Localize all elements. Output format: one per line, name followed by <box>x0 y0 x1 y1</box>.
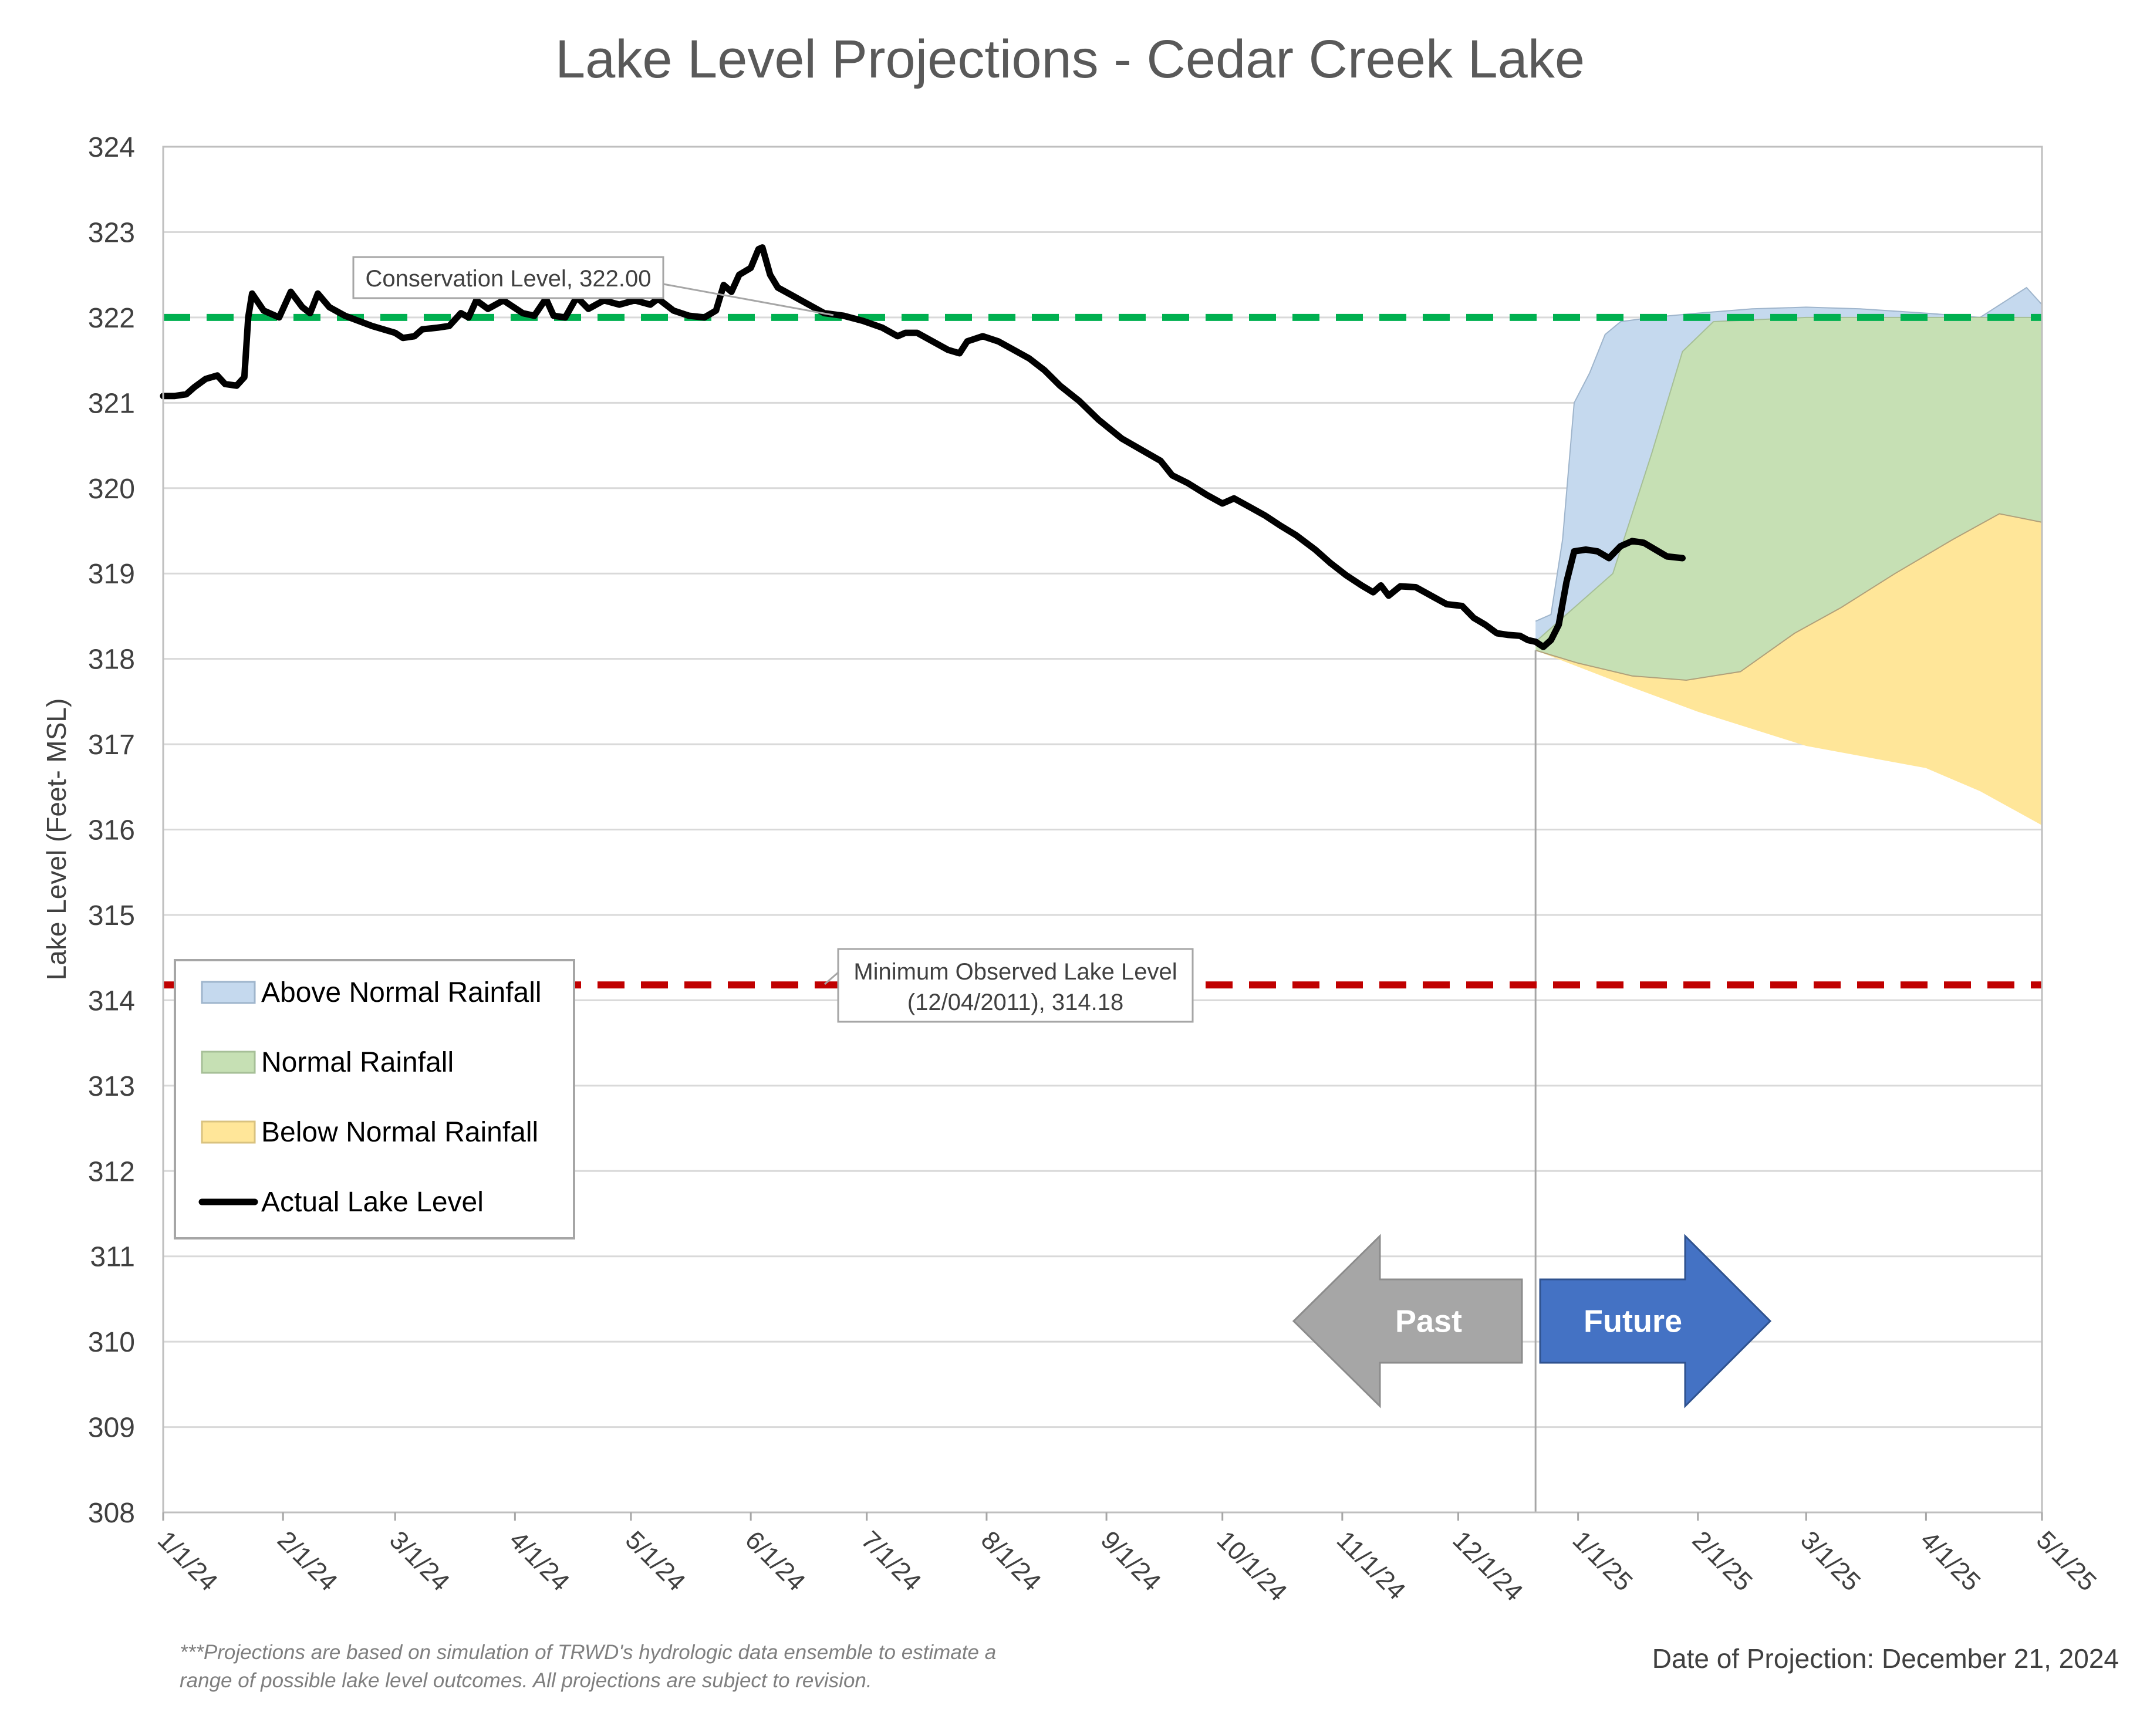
future-arrow: Future <box>1539 1234 1772 1409</box>
minimum-callout-text-line1: Minimum Observed Lake Level <box>853 959 1177 985</box>
legend-swatch-above-normal <box>201 981 256 1004</box>
y-tick-label: 318 <box>88 644 135 676</box>
y-axis-ticks: 308 309 310 311 312 313 314 315 316 317 318 319 320 3… <box>88 132 135 1529</box>
minimum-level-callout: Minimum Observed Lake Level (12/04/2011)… <box>824 948 1194 1023</box>
legend-swatch-below-normal <box>201 1120 256 1144</box>
past-arrow-shape <box>1292 1234 1523 1409</box>
y-tick-label: 312 <box>88 1156 135 1187</box>
y-tick-label: 311 <box>90 1242 135 1273</box>
y-tick-label: 315 <box>88 900 135 931</box>
footnote-line1: ***Projections are based on simulation o… <box>180 1641 996 1664</box>
conservation-callout-leader <box>663 283 834 316</box>
y-tick-label: 313 <box>88 1071 135 1102</box>
legend: Above Normal Rainfall Normal Rainfall Be… <box>174 959 575 1239</box>
area-below-normal-rainfall <box>1535 514 2042 826</box>
area-normal-rainfall <box>1535 317 2042 680</box>
y-tick-label: 324 <box>88 132 135 163</box>
y-tick-label: 314 <box>88 985 135 1016</box>
plot-area-border <box>162 146 2043 1514</box>
y-tick-label: 310 <box>88 1327 135 1358</box>
conservation-callout-text: Conservation Level, 322.00 <box>366 266 652 292</box>
actual-lake-level-line <box>160 244 1686 650</box>
legend-label-actual: Actual Lake Level <box>261 1187 484 1218</box>
future-arrow-shape <box>1539 1234 1772 1409</box>
projection-date: Date of Projection: December 21, 2024 <box>1652 1643 2119 1674</box>
conservation-callout-box <box>352 256 664 299</box>
minimum-callout-box <box>837 948 1194 1023</box>
chart-title: Lake Level Projections - Cedar Creek Lak… <box>555 29 1585 89</box>
y-tick-label: 308 <box>88 1498 135 1529</box>
minimum-callout-leader <box>824 971 839 985</box>
area-edge-below-normal-rainfall <box>1535 513 2043 681</box>
y-tick-label: 322 <box>88 303 135 334</box>
y-tick-label: 316 <box>88 815 135 846</box>
y-tick-label: 319 <box>88 559 135 590</box>
y-axis-label: Lake Level (Feet- MSL) <box>41 698 72 981</box>
y-tick-label: 320 <box>88 474 135 505</box>
minimum-callout-text-line2: (12/04/2011), 314.18 <box>907 989 1123 1015</box>
y-tick-label: 323 <box>88 217 135 248</box>
conservation-level-callout: Conservation Level, 322.00 <box>352 256 834 316</box>
legend-label-normal: Normal Rainfall <box>261 1047 454 1078</box>
footnote-line2: range of possible lake level outcomes. A… <box>180 1669 872 1692</box>
y-tick-label: 317 <box>88 729 135 761</box>
y-tick-label: 309 <box>88 1413 135 1444</box>
y-tick-label: 321 <box>88 388 135 419</box>
projection-areas <box>1535 286 2043 826</box>
legend-label-above-normal: Above Normal Rainfall <box>261 977 542 1008</box>
legend-label-below-normal: Below Normal Rainfall <box>261 1117 538 1148</box>
past-arrow: Past <box>1292 1234 1523 1409</box>
area-above-normal-rainfall <box>1535 288 2042 642</box>
future-arrow-label: Future <box>1584 1303 1682 1339</box>
legend-box <box>174 959 575 1239</box>
past-arrow-label: Past <box>1395 1303 1462 1339</box>
legend-swatch-normal <box>201 1051 256 1074</box>
